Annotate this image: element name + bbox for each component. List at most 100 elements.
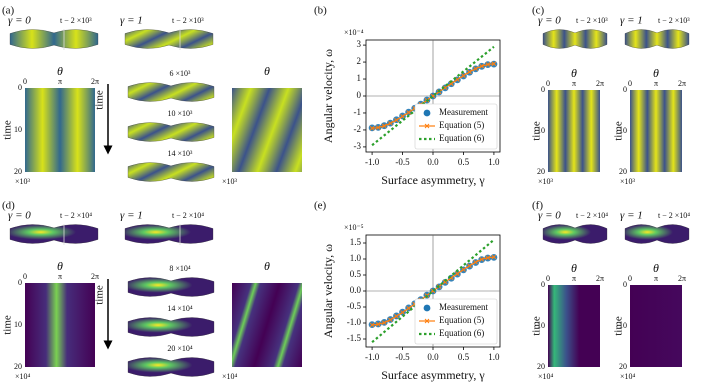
theta-tick: 2π xyxy=(678,79,686,88)
shape-snapshot xyxy=(127,317,215,337)
shape-snapshot xyxy=(124,224,214,244)
legend-label: Equation (5) xyxy=(439,315,484,325)
theta-tick: π xyxy=(58,272,62,281)
data-point xyxy=(381,123,387,129)
y-tick-label: 2 xyxy=(357,56,362,66)
time-tick: 20 xyxy=(619,167,627,176)
legend-box xyxy=(414,298,498,345)
theta-label: θ xyxy=(264,64,270,78)
snapshot-time: 6 ×10³ xyxy=(170,69,192,78)
time-tick: 20 xyxy=(14,167,22,176)
snapshot-time: 20 ×10⁴ xyxy=(167,344,193,353)
shape-snapshot xyxy=(127,82,215,102)
series-line xyxy=(371,238,495,344)
panel-label: (b) xyxy=(314,5,327,17)
y-tick-label: 3 xyxy=(357,39,362,49)
time-label: time xyxy=(94,285,106,305)
x-tick-label: -0.5 xyxy=(395,157,410,167)
y-tick-label: 1 xyxy=(357,73,362,83)
theta-tick: π xyxy=(654,274,658,283)
time-stamp: t − 2 ×10⁴ xyxy=(60,211,92,220)
time-tick: 20 xyxy=(537,362,545,371)
time-tick: 0 xyxy=(623,280,627,289)
time-scale: ×10⁴ xyxy=(538,372,554,381)
data-point xyxy=(406,305,411,311)
y-axis-label: Angular velocity, ω xyxy=(321,49,335,143)
kymograph xyxy=(548,285,600,367)
y-tick-label: 0.0 xyxy=(350,285,362,295)
time-scale: ×10³ xyxy=(15,177,31,186)
time-stamp: t − 2 ×10⁴ xyxy=(576,211,608,220)
x-tick-label: -0.5 xyxy=(395,352,410,362)
shape-snapshot xyxy=(127,277,215,297)
time-scale: ×10³ xyxy=(620,177,636,186)
theta-label: θ xyxy=(571,66,577,80)
snapshot-time: 14 ×10⁴ xyxy=(167,304,193,313)
data-point xyxy=(442,85,448,91)
theta-label: θ xyxy=(653,261,659,275)
shape-snapshot xyxy=(624,224,690,244)
kymograph xyxy=(232,88,302,172)
time-tick: 10 xyxy=(537,321,545,330)
time-scale: ×10⁴ xyxy=(620,372,636,381)
shape-snapshot xyxy=(127,122,215,142)
data-point xyxy=(394,117,399,123)
data-point xyxy=(388,120,393,126)
data-point xyxy=(375,125,381,130)
theta-tick: 2π xyxy=(596,79,604,88)
y-axis-label: Angular velocity, ω xyxy=(321,244,335,338)
kymograph xyxy=(232,283,302,367)
theta-label: θ xyxy=(57,259,63,273)
x-tick-label: 0.5 xyxy=(458,352,470,362)
data-point xyxy=(455,271,460,277)
theta-tick: 2π xyxy=(91,272,99,281)
gamma-label: γ = 1 xyxy=(120,210,143,222)
time-tick: 10 xyxy=(14,320,22,329)
time-stamp: t − 2 ×10⁴ xyxy=(172,211,204,220)
shape-snapshot xyxy=(9,29,99,49)
x-axis-label: Surface asymmetry, γ xyxy=(381,368,485,382)
shape-snapshot xyxy=(542,224,608,244)
time-label: time xyxy=(531,121,543,141)
theta-tick: π xyxy=(572,274,576,283)
data-point xyxy=(485,255,491,261)
shape-snapshot xyxy=(124,29,214,49)
time-label: time xyxy=(613,316,625,336)
y-tick-label: 0.5 xyxy=(350,269,362,279)
theta-label: θ xyxy=(57,64,63,78)
time-stamp: t − 2 ×10⁴ xyxy=(658,211,690,220)
time-stamp: t − 2 ×10³ xyxy=(658,16,690,25)
data-point xyxy=(388,317,393,323)
x-tick-label: -1.0 xyxy=(365,352,380,362)
y-tick-label: 1.0 xyxy=(350,253,362,263)
y-scale-label: ×10⁻⁴ xyxy=(344,28,364,37)
legend-label: Measurement xyxy=(439,107,488,117)
x-axis-label: Surface asymmetry, γ xyxy=(381,173,485,187)
time-label: time xyxy=(531,316,543,336)
data-point xyxy=(473,259,478,265)
data-point xyxy=(491,254,497,260)
theta-tick: 0 xyxy=(23,77,27,86)
data-point xyxy=(375,321,381,327)
time-scale: ×10³ xyxy=(222,177,238,186)
data-point xyxy=(381,320,387,326)
time-tick: 20 xyxy=(14,362,22,371)
x-tick-label: 0.0 xyxy=(427,157,439,167)
panel-label: (f) xyxy=(532,200,543,212)
shape-snapshot xyxy=(542,29,608,49)
panel-label: (c) xyxy=(532,5,545,17)
theta-tick: 0 xyxy=(23,272,27,281)
theta-tick: 0 xyxy=(546,79,550,88)
kymograph xyxy=(25,283,95,367)
legend-label: Equation (5) xyxy=(439,120,484,130)
theta-tick: π xyxy=(654,79,658,88)
data-point xyxy=(369,125,375,131)
kymograph xyxy=(630,285,682,367)
theta-tick: 0 xyxy=(628,274,632,283)
kymograph xyxy=(630,90,682,172)
data-point xyxy=(461,73,466,78)
gamma-label: γ = 1 xyxy=(620,210,643,222)
legend-box xyxy=(414,103,498,150)
data-point xyxy=(400,310,405,315)
gamma-label: γ = 1 xyxy=(620,15,643,27)
